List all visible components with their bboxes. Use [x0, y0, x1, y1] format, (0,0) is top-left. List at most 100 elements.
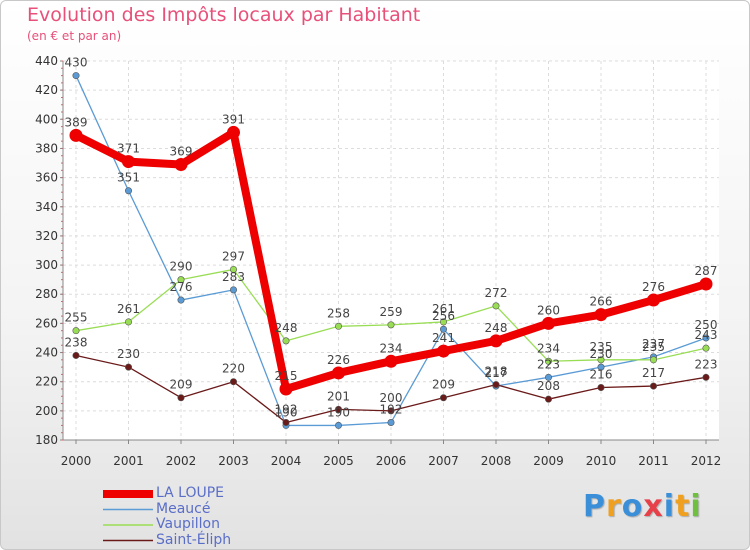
- data-point: [489, 334, 503, 348]
- data-point: [334, 405, 342, 413]
- data-point: [649, 382, 657, 390]
- data-point: [387, 419, 395, 427]
- data-point: [439, 318, 447, 326]
- data-label: 209: [170, 378, 193, 392]
- data-point: [702, 334, 710, 342]
- data-point: [542, 316, 555, 330]
- data-point: [334, 421, 342, 429]
- x-tick-label: 2009: [533, 454, 564, 468]
- data-label: 238: [65, 335, 88, 349]
- y-tick-label: 400: [35, 112, 58, 126]
- data-point: [282, 337, 290, 345]
- plot-area: [63, 61, 719, 440]
- data-label: 351: [117, 171, 140, 185]
- proxiti-logo: Proxiti: [583, 489, 702, 524]
- data-point: [334, 322, 342, 330]
- data-point: [544, 373, 552, 381]
- data-point: [544, 395, 552, 403]
- x-tick-label: 2006: [376, 454, 407, 468]
- data-point: [230, 286, 238, 294]
- data-label: 266: [590, 295, 613, 309]
- y-tick-label: 180: [35, 433, 58, 447]
- data-point: [69, 128, 83, 142]
- logo-letter: t: [675, 489, 691, 524]
- x-tick-label: 2005: [323, 454, 354, 468]
- x-tick-label: 2008: [481, 454, 512, 468]
- data-label: 391: [222, 112, 245, 126]
- data-point: [122, 155, 135, 169]
- x-tick-label: 2004: [271, 454, 302, 468]
- logo-letter: r: [606, 489, 622, 524]
- data-label: 201: [327, 389, 350, 403]
- data-label: 190: [327, 405, 350, 419]
- data-point: [125, 363, 133, 371]
- data-point: [702, 344, 710, 352]
- data-point: [544, 357, 552, 365]
- data-label: 217: [642, 366, 665, 380]
- data-label: 217: [485, 366, 508, 380]
- logo-letter: o: [621, 489, 644, 524]
- data-label: 243: [695, 328, 718, 342]
- legend-layer: [103, 490, 153, 542]
- x-tick-label: 2001: [113, 454, 144, 468]
- x-tick-label: 2003: [218, 454, 249, 468]
- data-point: [177, 296, 185, 304]
- data-label-layer: 389 371 369 391 215 226 234 241 248 260 266 276 287 4…: [65, 56, 718, 420]
- y-tick-label: 260: [35, 316, 58, 330]
- data-label: 220: [222, 362, 245, 376]
- data-label: 430: [65, 56, 88, 70]
- data-label: 192: [380, 403, 403, 417]
- data-label: 261: [432, 302, 455, 316]
- data-point: [439, 394, 447, 402]
- data-point: [72, 351, 80, 359]
- data-point: [387, 407, 395, 415]
- y-tick-label: 360: [35, 171, 58, 185]
- y-tick-label: 200: [35, 404, 58, 418]
- data-label: 255: [65, 311, 88, 325]
- y-tick-label: 420: [35, 83, 58, 97]
- data-point: [279, 382, 293, 396]
- data-label: 241: [432, 331, 455, 345]
- data-point: [437, 344, 450, 358]
- data-point: [439, 325, 447, 333]
- data-point: [597, 384, 605, 392]
- data-label: 216: [590, 368, 613, 382]
- data-point: [387, 321, 395, 329]
- data-point: [492, 381, 500, 389]
- axis-layer: 180 200 220 240 260 280 300 320 340 360 380 400 420 4…: [35, 54, 721, 468]
- data-label: 226: [327, 353, 350, 367]
- y-tick-label: 440: [35, 54, 58, 68]
- legend-entry: Vaupillon: [156, 516, 220, 532]
- data-label: 259: [380, 305, 403, 319]
- chart-title: Evolution des Impôts locaux par Habitant: [27, 4, 421, 26]
- data-label: 209: [432, 378, 455, 392]
- chart-subtitle: (en € et par an): [27, 29, 122, 43]
- legend-entry: LA LOUPE: [156, 485, 225, 501]
- x-tick-label: 2000: [61, 454, 92, 468]
- data-point: [230, 378, 238, 386]
- y-tick-label: 300: [35, 258, 58, 272]
- legend-entry: Meaucé: [156, 500, 211, 517]
- logo-letter: x: [643, 489, 664, 524]
- data-label: 248: [275, 321, 298, 335]
- data-point: [647, 293, 660, 307]
- data-label: 283: [222, 270, 245, 284]
- data-label: 234: [380, 341, 403, 355]
- data-point: [174, 157, 188, 171]
- data-point: [384, 354, 398, 368]
- data-point: [597, 356, 605, 364]
- data-point: [332, 366, 345, 380]
- logo-letter: i: [663, 489, 676, 524]
- y-tick-label: 220: [35, 375, 58, 389]
- data-point: [597, 363, 605, 371]
- legend-entry: Saint-Éliph: [156, 531, 232, 548]
- data-label: 200: [380, 391, 403, 405]
- data-point: [177, 394, 185, 402]
- logo-letter: P: [583, 489, 606, 524]
- data-label: 389: [65, 115, 88, 129]
- data-label: 287: [695, 264, 718, 278]
- data-point: [72, 72, 80, 80]
- data-label: 260: [537, 303, 560, 317]
- data-label: 192: [275, 403, 298, 417]
